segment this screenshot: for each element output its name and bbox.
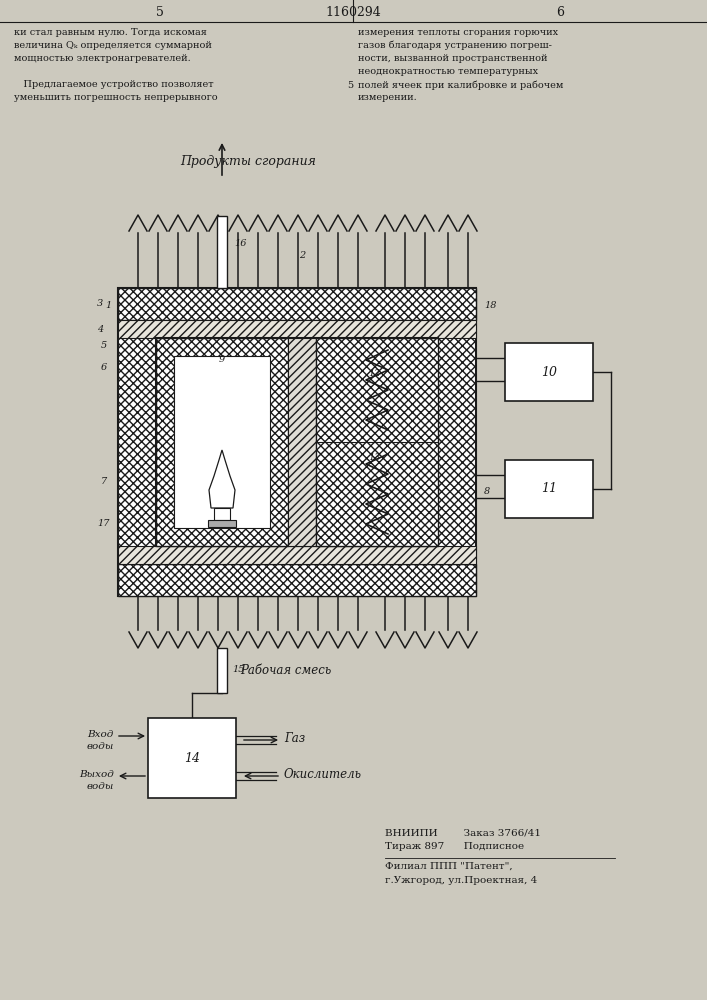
Text: 15: 15 <box>232 666 245 674</box>
Text: неоднократностью температурных: неоднократностью температурных <box>358 67 538 76</box>
Text: 5: 5 <box>156 5 164 18</box>
Text: полей ячеек при калибровке и рабочем: полей ячеек при калибровке и рабочем <box>358 80 563 90</box>
Text: 9: 9 <box>219 356 225 364</box>
Text: Продукты сгорания: Продукты сгорания <box>180 155 316 168</box>
Bar <box>505 460 593 518</box>
Text: 1: 1 <box>105 302 111 310</box>
Text: 17: 17 <box>98 520 110 528</box>
Text: ки стал равным нулю. Тогда искомая: ки стал равным нулю. Тогда искомая <box>14 28 207 37</box>
Text: Рабочая смесь: Рабочая смесь <box>240 664 332 676</box>
Text: величина Qₖ определяется суммарной: величина Qₖ определяется суммарной <box>14 41 212 50</box>
Text: Газ: Газ <box>284 732 305 744</box>
Text: воды: воды <box>87 782 114 791</box>
Bar <box>118 288 476 596</box>
Text: 6: 6 <box>101 363 107 372</box>
Text: 11: 11 <box>541 483 557 495</box>
Bar <box>214 508 230 520</box>
Text: ности, вызванной пространственной: ности, вызванной пространственной <box>358 54 547 63</box>
Text: Филиал ППП "Патент",: Филиал ППП "Патент", <box>385 862 513 871</box>
Bar <box>156 338 288 546</box>
Text: 18: 18 <box>484 302 496 310</box>
Text: газов благодаря устранению погреш-: газов благодаря устранению погреш- <box>358 41 552 50</box>
Text: 2: 2 <box>299 250 305 259</box>
Text: 5: 5 <box>347 82 353 91</box>
Bar <box>288 338 316 546</box>
Text: 8: 8 <box>484 488 490 496</box>
Text: 1160294: 1160294 <box>325 5 381 18</box>
Bar <box>118 564 476 596</box>
Text: Тираж 897      Подписное: Тираж 897 Подписное <box>385 842 524 851</box>
Polygon shape <box>209 450 235 508</box>
Text: 5: 5 <box>101 342 107 351</box>
Text: Предлагаемое устройство позволяет: Предлагаемое устройство позволяет <box>14 80 214 89</box>
Bar <box>217 216 227 288</box>
Text: измерении.: измерении. <box>358 93 418 102</box>
Text: 14: 14 <box>184 752 200 764</box>
Text: 13: 13 <box>369 452 381 462</box>
Text: 7: 7 <box>101 478 107 487</box>
Text: 4: 4 <box>97 324 103 334</box>
Text: 3: 3 <box>97 300 103 308</box>
Bar <box>118 288 476 320</box>
Text: 12: 12 <box>369 368 381 377</box>
Text: мощностью электронагревателей.: мощностью электронагревателей. <box>14 54 191 63</box>
Text: 6: 6 <box>556 5 564 18</box>
Bar <box>174 356 270 528</box>
Text: воды: воды <box>87 742 114 751</box>
Text: измерения теплоты сгорания горючих: измерения теплоты сгорания горючих <box>358 28 558 37</box>
Text: Окислитель: Окислитель <box>284 768 362 780</box>
Bar <box>148 718 236 798</box>
Bar <box>118 546 476 564</box>
Text: Вход: Вход <box>88 730 114 739</box>
Text: Выход: Выход <box>79 770 114 779</box>
Bar <box>208 520 236 527</box>
Bar <box>118 320 476 338</box>
Bar <box>316 338 438 546</box>
Text: 16: 16 <box>234 238 247 247</box>
Bar <box>505 343 593 401</box>
Bar <box>217 648 227 693</box>
Text: ВНИИПИ        Заказ 3766/41: ВНИИПИ Заказ 3766/41 <box>385 828 541 837</box>
Text: уменьшить погрешность непрерывного: уменьшить погрешность непрерывного <box>14 93 218 102</box>
Text: 10: 10 <box>541 365 557 378</box>
Bar <box>156 338 438 546</box>
Text: г.Ужгород, ул.Проектная, 4: г.Ужгород, ул.Проектная, 4 <box>385 876 537 885</box>
